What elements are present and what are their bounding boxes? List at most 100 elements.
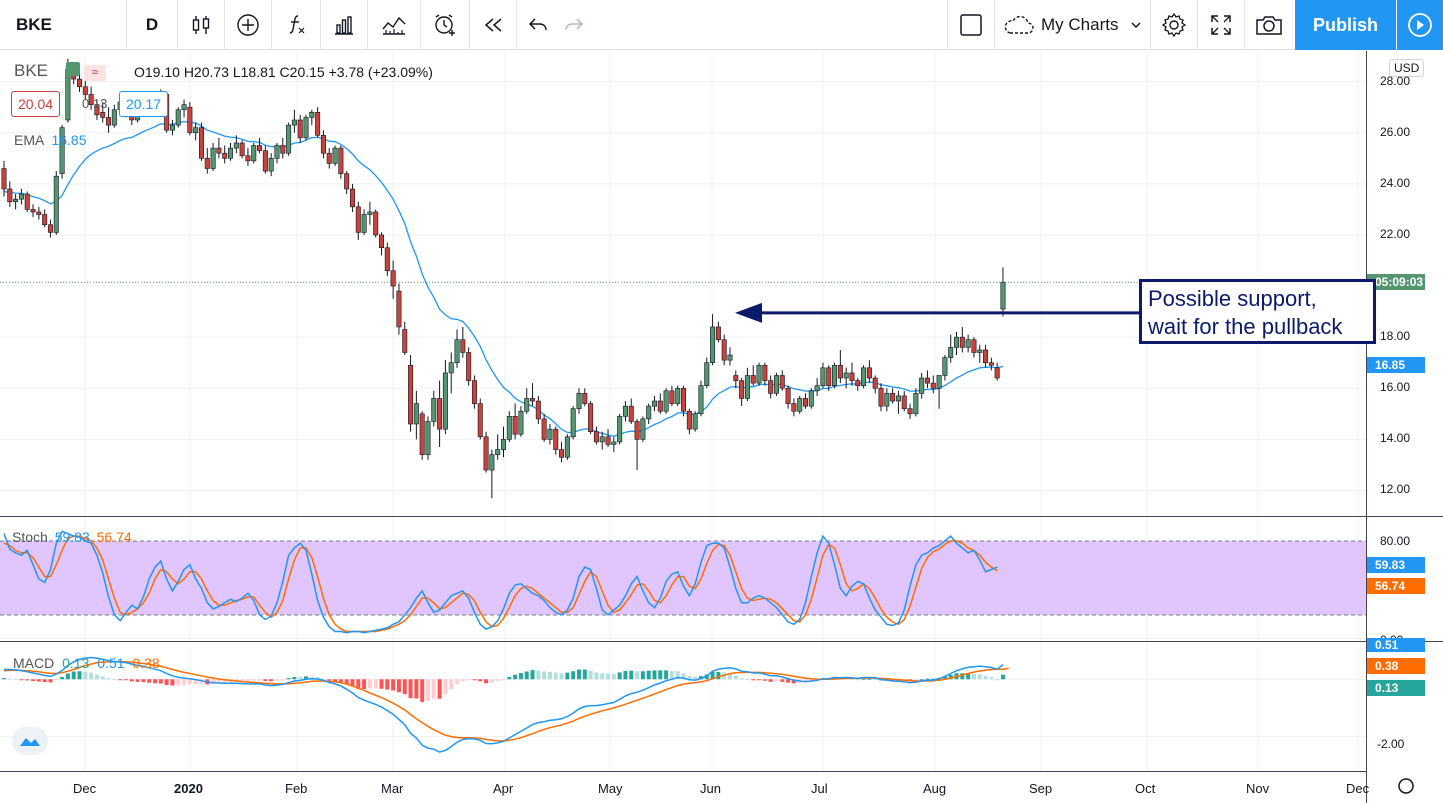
macd-histogram-bar [176,679,181,686]
rewind-icon [484,18,502,32]
redo-button[interactable] [556,0,592,50]
candle-body [175,109,181,126]
macd-histogram-bar [298,676,303,680]
macd-histogram-bar [396,679,401,693]
candle-body [599,436,605,443]
macd-histogram-bar [611,673,616,680]
candle-body [251,145,257,162]
candle-body [286,124,292,154]
candle-body [588,403,594,432]
my-charts-button[interactable]: My Charts [995,0,1150,50]
indicator-templates-icon [382,16,406,35]
macd-line-tag: 0.51 [1367,638,1425,652]
time-tick: May [598,781,623,796]
templates-button[interactable] [368,0,420,50]
axis-settings-gear-icon[interactable] [1398,778,1414,794]
candle-body [402,329,408,353]
compare-button[interactable] [225,0,271,50]
macd-histogram-bar [629,670,634,680]
top-toolbar: BKE D My Charts [0,0,1443,50]
macd-histogram-bar [942,676,947,680]
undo-icon [528,18,547,31]
play-circle-icon [1408,13,1432,37]
candle-body [413,403,419,425]
candle-body [907,408,913,415]
candle-body [797,398,803,412]
candle-body [977,349,983,353]
macd-histogram-bar [118,679,123,681]
alert-button[interactable] [421,0,469,50]
candle-body [739,380,745,399]
candle-body [471,380,477,404]
publish-video-button[interactable] [1397,0,1443,50]
legend-symbol[interactable]: BKE [14,61,49,80]
macd-histogram-bar [658,670,663,680]
candle-body [187,106,193,134]
callout-line-1: Possible support, [1148,286,1317,311]
candle-body [216,147,222,154]
macd-histogram-bar [652,670,657,680]
legend-flags[interactable]: ≈ [66,62,106,81]
candle-body [541,418,547,440]
chart-canvas[interactable] [0,51,1443,803]
annotation-arrow[interactable] [735,302,1139,323]
stoch-d-line [3,535,998,633]
candle-body [675,387,681,404]
fullscreen-button[interactable] [1198,0,1244,50]
stoch-k-tag: 59.83 [1367,557,1425,573]
candle-body [233,142,239,149]
macd-histogram-bar [13,678,18,680]
candle-body [355,206,361,233]
interval-button[interactable]: D [127,0,177,50]
candle-body [36,211,42,215]
candle-body [506,416,512,440]
sell-price-box[interactable]: 20.04 [11,91,61,117]
candle-body [210,147,216,169]
ema-legend[interactable]: EMA 16.85 [14,132,87,148]
macd-histogram-bar [553,672,558,680]
financials-button[interactable] [321,0,367,50]
candle-body [826,367,832,386]
time-tick: Mar [381,781,404,796]
macd-histogram-bar [791,679,796,684]
indicators-button[interactable] [272,0,320,50]
time-tick: Apr [493,781,514,796]
candle-body [379,234,385,249]
candle-body [803,398,809,407]
camera-icon [1256,16,1282,35]
settings-button[interactable] [1151,0,1197,50]
gear-icon [1161,12,1187,38]
macd-histogram-bar [513,674,518,680]
layout-button[interactable] [948,0,994,50]
stoch-legend[interactable]: Stoch 59.83 56.74 [12,529,132,545]
macd-histogram-bar [455,679,460,685]
symbol-search-button[interactable]: BKE [0,0,76,50]
macd-legend[interactable]: MACD 0.13 0.51 0.38 [13,655,160,671]
chart-type-button[interactable] [178,0,224,50]
macd-histogram-bar [304,676,309,680]
snapshot-button[interactable] [1245,0,1293,50]
macd-histogram-bar [617,672,622,680]
tradingview-logo[interactable] [12,727,48,755]
currency-label[interactable]: USD [1389,59,1425,77]
publish-button[interactable]: Publish [1295,0,1396,50]
annotation-callout[interactable]: Possible support, wait for the pullback [1139,279,1376,344]
macd-histogram-bar [547,671,552,680]
macd-histogram-bar [757,679,762,681]
candle-body [988,362,994,366]
macd-histogram-bar [484,679,489,684]
undo-button[interactable] [520,0,556,50]
macd-histogram-bar [768,679,773,682]
candle-body [53,175,59,233]
macd-line [4,656,1004,753]
time-tick: Nov [1246,781,1270,796]
replay-button[interactable] [470,0,516,50]
bar-chart-icon [335,16,353,35]
macd-histogram-bar [402,679,407,695]
macd-histogram-bar [2,678,6,680]
candle-body [942,357,948,376]
buy-price-box[interactable]: 20.17 [119,91,169,117]
price-tick: 16.00 [1380,380,1411,395]
macd-histogram-bar [112,678,117,680]
macd-histogram-bar [664,670,669,680]
